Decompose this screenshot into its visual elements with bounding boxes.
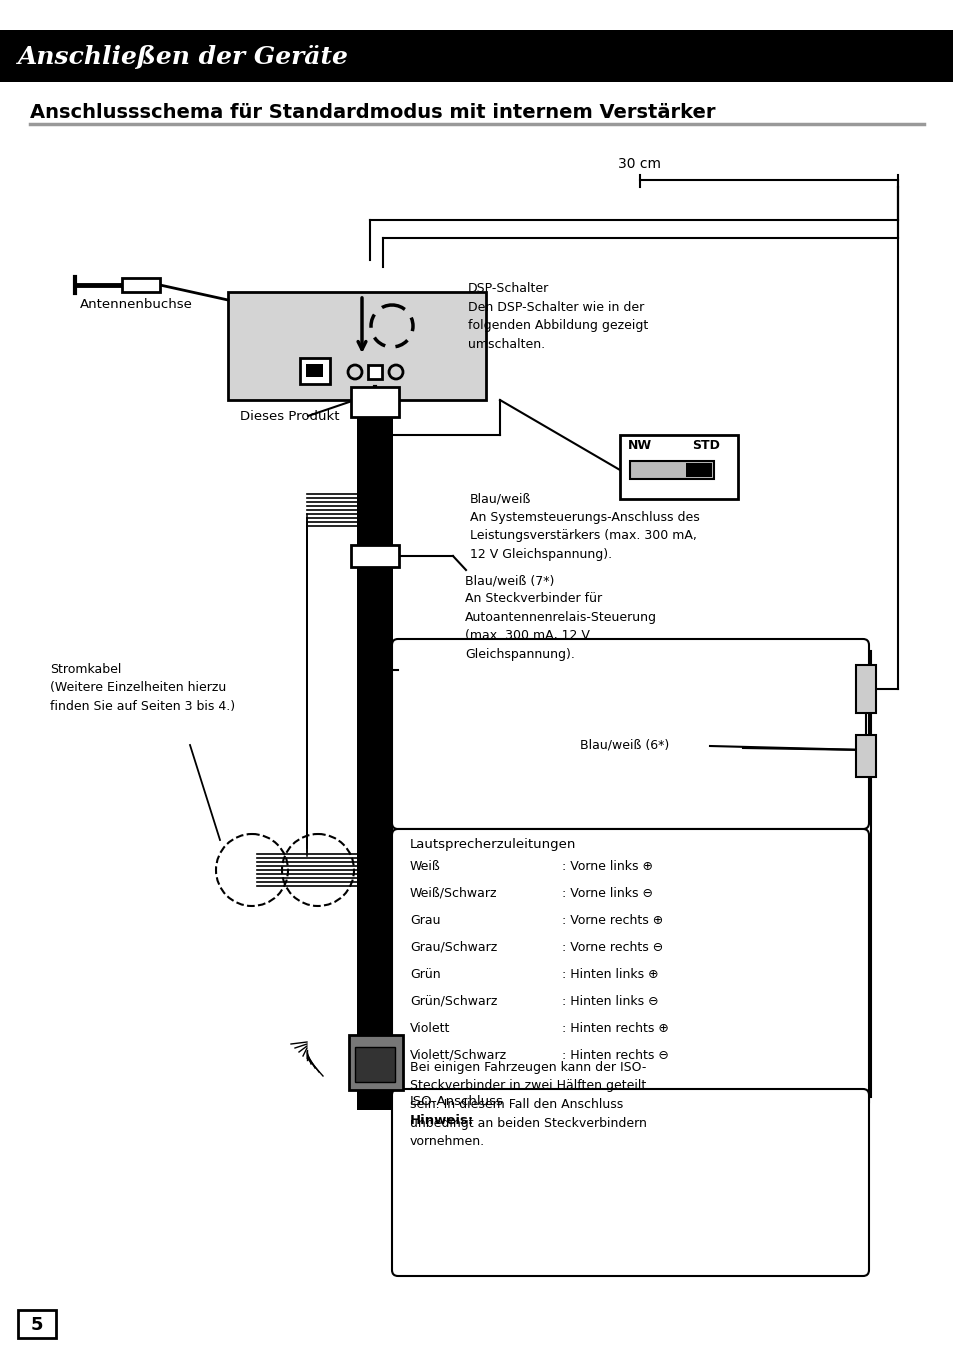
Text: : Hinten rechts ⊖: : Hinten rechts ⊖ <box>561 1049 668 1062</box>
Text: Blau/weiß
An Systemsteuerungs-Anschluss des
Leistungsverstärkers (max. 300 mA,
1: Blau/weiß An Systemsteuerungs-Anschluss … <box>470 492 699 561</box>
Text: : Vorne rechts ⊕: : Vorne rechts ⊕ <box>561 915 662 927</box>
Text: 30 cm: 30 cm <box>618 157 660 171</box>
Text: Violett: Violett <box>410 1022 450 1035</box>
Bar <box>349 1035 402 1089</box>
Bar <box>228 291 485 400</box>
Bar <box>855 665 875 713</box>
Text: Weiß/Schwarz: Weiß/Schwarz <box>410 888 497 900</box>
Bar <box>855 734 875 776</box>
Text: Stromkabel
(Weitere Einzelheiten hierzu
finden Sie auf Seiten 3 bis 4.): Stromkabel (Weitere Einzelheiten hierzu … <box>50 663 234 713</box>
Text: Blau/weiß (6*): Blau/weiß (6*) <box>579 738 669 751</box>
Text: 5: 5 <box>30 1316 43 1335</box>
FancyBboxPatch shape <box>392 1089 868 1276</box>
Text: Anschließen der Geräte: Anschließen der Geräte <box>18 45 349 69</box>
Text: Grau: Grau <box>410 915 440 927</box>
Text: : Vorne links ⊕: : Vorne links ⊕ <box>561 860 652 873</box>
Bar <box>18 1310 56 1337</box>
Bar <box>351 388 398 417</box>
Bar <box>619 435 738 499</box>
FancyBboxPatch shape <box>392 829 868 1108</box>
Bar <box>351 545 398 566</box>
Text: Lautsprecherzuleitungen: Lautsprecherzuleitungen <box>410 837 576 851</box>
Text: Grün: Grün <box>410 967 440 981</box>
Text: : Hinten links ⊕: : Hinten links ⊕ <box>561 967 658 981</box>
Text: Weiß: Weiß <box>410 860 440 873</box>
Bar <box>306 364 323 377</box>
Text: Anschlussschema für Standardmodus mit internem Verstärker: Anschlussschema für Standardmodus mit in… <box>30 103 715 122</box>
Text: : Hinten rechts ⊕: : Hinten rechts ⊕ <box>561 1022 668 1035</box>
Bar <box>629 461 713 480</box>
Bar <box>356 1000 393 1050</box>
Text: ISO-Anschluss: ISO-Anschluss <box>410 1095 503 1108</box>
Text: Antennenbuchse: Antennenbuchse <box>80 298 193 312</box>
Bar <box>299 358 330 383</box>
Bar <box>355 1047 395 1083</box>
Bar <box>685 463 711 477</box>
Text: STD: STD <box>691 439 720 453</box>
Text: DSP-Schalter
Den DSP-Schalter wie in der
folgenden Abbildung gezeigt
umschalten.: DSP-Schalter Den DSP-Schalter wie in der… <box>468 282 648 351</box>
Bar <box>356 415 393 1110</box>
Bar <box>122 278 160 291</box>
Bar <box>0 30 953 83</box>
Text: : Hinten links ⊖: : Hinten links ⊖ <box>561 995 658 1008</box>
Text: NW: NW <box>627 439 652 453</box>
Bar <box>368 364 381 379</box>
Text: Violett/Schwarz: Violett/Schwarz <box>410 1049 507 1062</box>
Text: : Vorne rechts ⊖: : Vorne rechts ⊖ <box>561 940 662 954</box>
Text: Bei einigen Fahrzeugen kann der ISO-
Steckverbinder in zwei Hälften geteilt
sein: Bei einigen Fahrzeugen kann der ISO- Ste… <box>410 1061 646 1148</box>
Text: Grün/Schwarz: Grün/Schwarz <box>410 995 497 1008</box>
FancyBboxPatch shape <box>392 640 868 829</box>
Text: Dieses Produkt: Dieses Produkt <box>240 411 339 423</box>
Text: Grau/Schwarz: Grau/Schwarz <box>410 940 497 954</box>
Text: Blau/weiß (7*)
An Steckverbinder für
Autoantennenrelais-Steuerung
(max. 300 mA, : Blau/weiß (7*) An Steckverbinder für Aut… <box>464 575 657 661</box>
Text: Hinweis:: Hinweis: <box>410 1114 474 1127</box>
Text: : Vorne links ⊖: : Vorne links ⊖ <box>561 888 652 900</box>
